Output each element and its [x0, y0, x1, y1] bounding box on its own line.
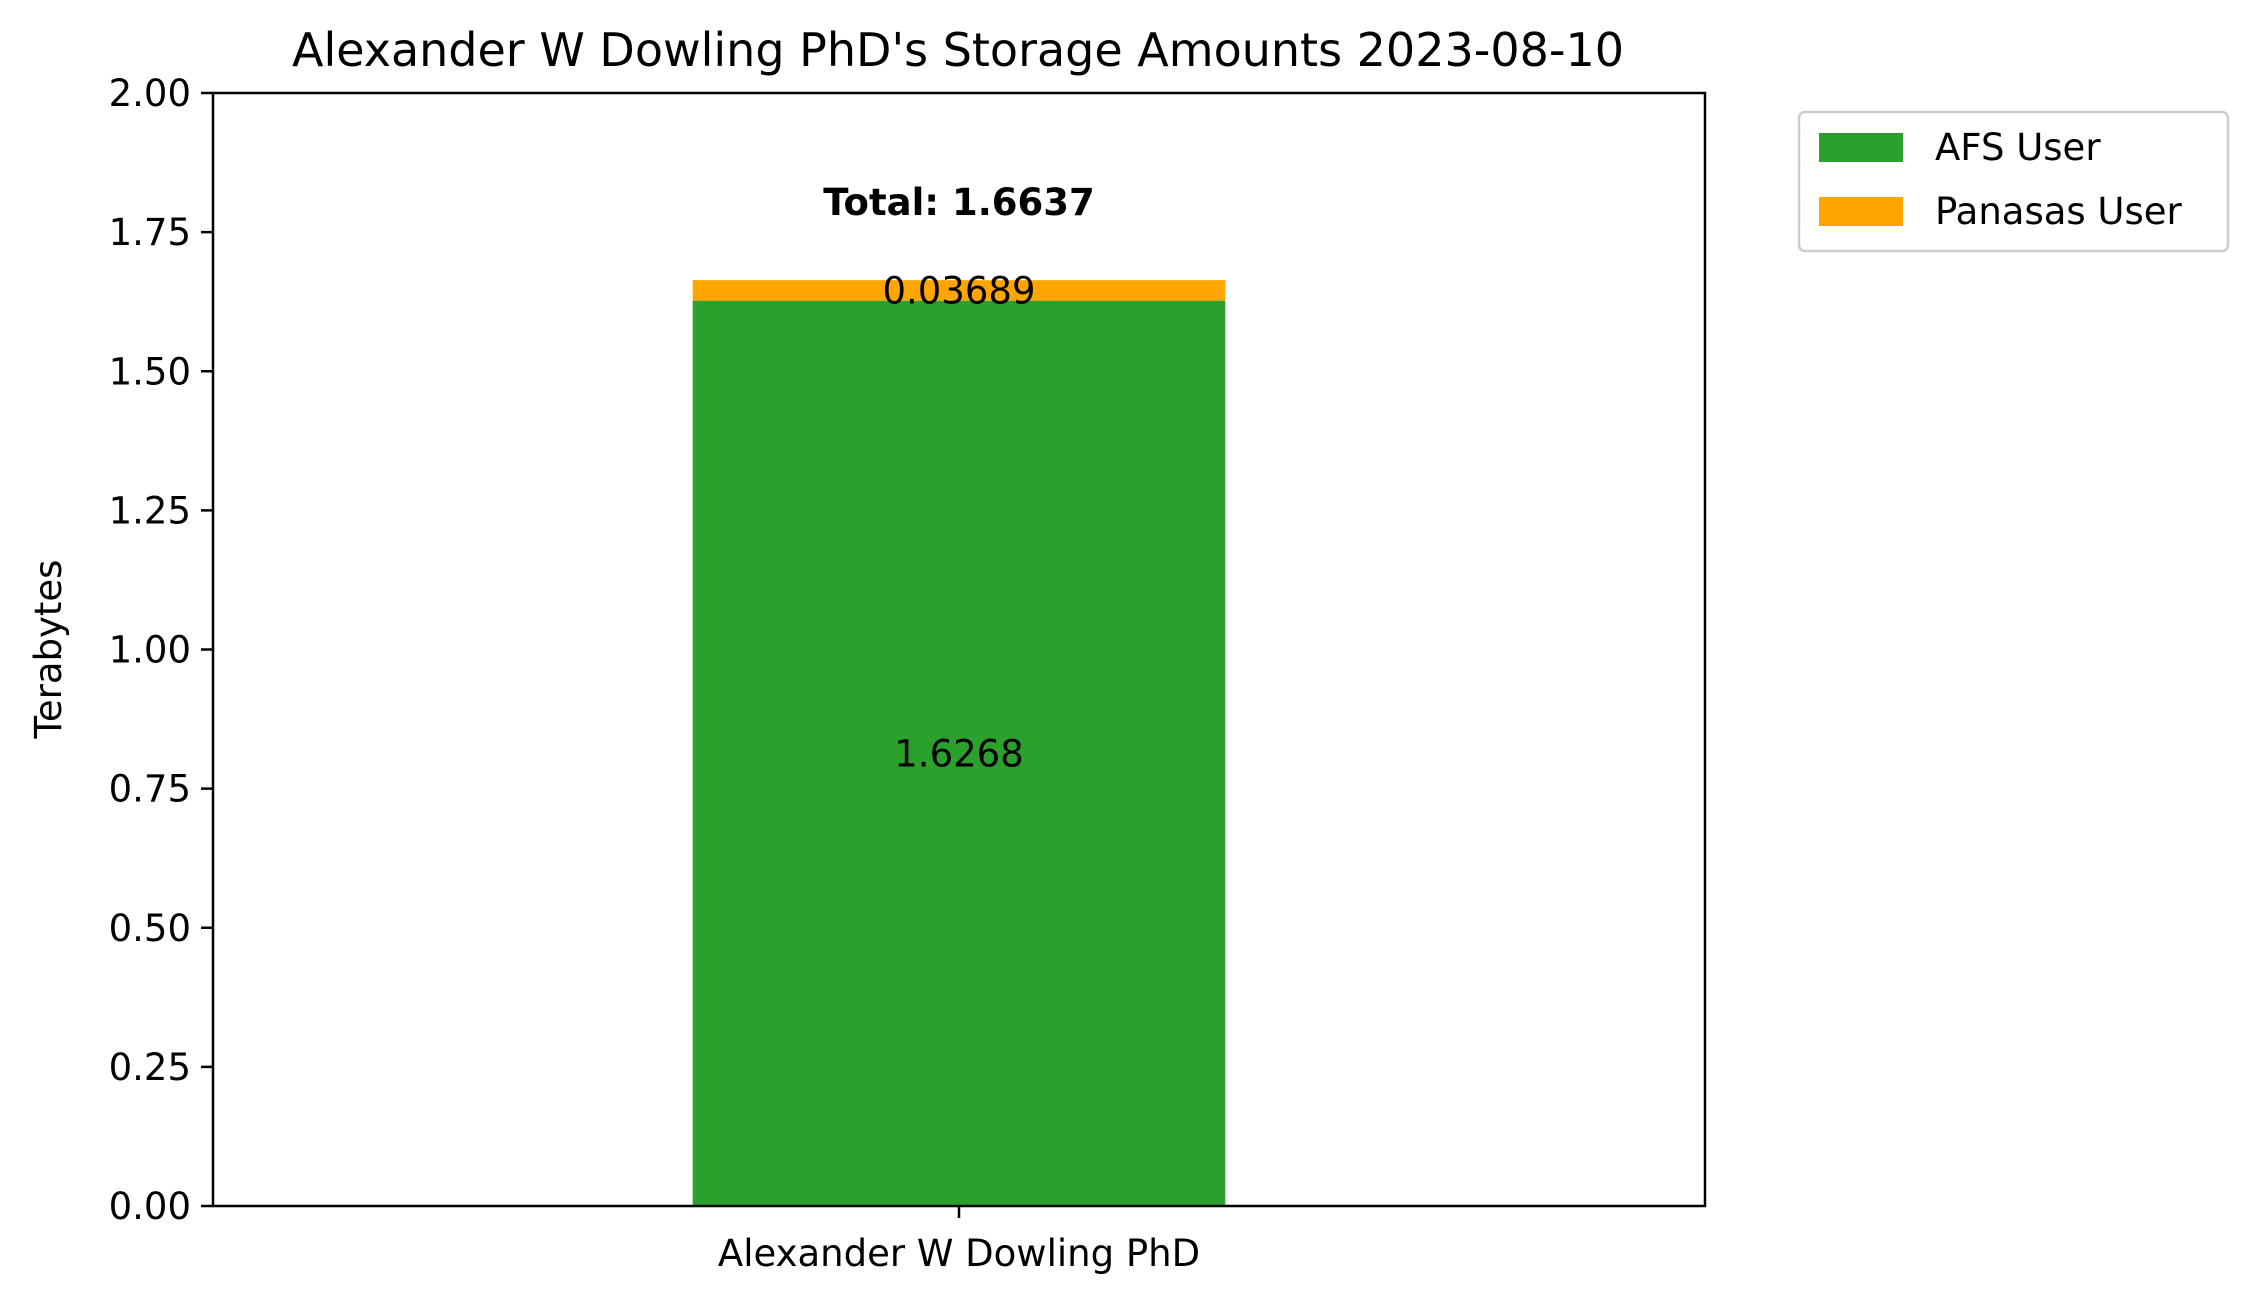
- y-tick-label: 1.25: [109, 489, 191, 532]
- legend-swatch-afs-user: [1819, 133, 1903, 162]
- total-label: Total: 1.6637: [823, 181, 1095, 224]
- y-axis: 0.00 0.25 0.50 0.75 1.00 1.25 1.50 1.75 2.00: [109, 72, 213, 1228]
- x-tick-label: Alexander W Dowling PhD: [718, 1232, 1200, 1275]
- y-tick-label: 2.00: [109, 72, 191, 115]
- bar-segment-afs-user: [692, 300, 1226, 1206]
- legend-frame: [1797, 110, 2230, 253]
- y-tick-label: 1.00: [109, 629, 191, 672]
- bars-layer: [692, 280, 1226, 1206]
- legend-label-afs-user: AFS User: [1935, 126, 2101, 169]
- y-axis-label: Terabytes: [27, 560, 70, 740]
- y-tick-label: 0.50: [109, 907, 191, 950]
- chart-title: Alexander W Dowling PhD's Storage Amount…: [292, 23, 1624, 77]
- legend-label-panasas-user: Panasas User: [1935, 190, 2183, 233]
- data-labels-layer: 1.6268 0.03689 Total: 1.6637: [823, 181, 1095, 775]
- y-tick-label: 1.75: [109, 211, 191, 254]
- legend: AFS User Panasas User: [1797, 110, 2230, 253]
- data-label-afs-user: 1.6268: [894, 732, 1023, 775]
- y-tick-label: 0.00: [109, 1185, 191, 1228]
- y-tick-label: 0.25: [109, 1046, 191, 1089]
- y-tick-label: 1.50: [109, 350, 191, 393]
- data-label-panasas-user: 0.03689: [882, 269, 1035, 312]
- legend-items: AFS User Panasas User: [1819, 126, 2183, 233]
- x-axis: Alexander W Dowling PhD: [718, 1206, 1200, 1275]
- legend-swatch-panasas-user: [1819, 197, 1903, 226]
- bar-segment-panasas-user: [692, 280, 1226, 301]
- y-tick-label: 0.75: [109, 768, 191, 811]
